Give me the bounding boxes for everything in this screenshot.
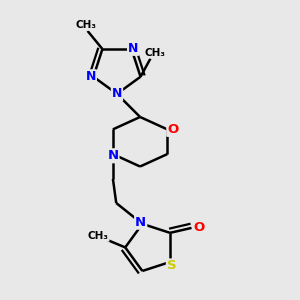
Text: S: S bbox=[167, 260, 176, 272]
Text: O: O bbox=[167, 123, 178, 136]
Text: CH₃: CH₃ bbox=[88, 231, 109, 241]
Text: CH₃: CH₃ bbox=[145, 48, 166, 58]
Text: O: O bbox=[193, 221, 204, 234]
Text: N: N bbox=[112, 87, 122, 101]
Text: N: N bbox=[85, 70, 96, 83]
Text: N: N bbox=[107, 149, 118, 162]
Text: N: N bbox=[128, 42, 138, 55]
Text: CH₃: CH₃ bbox=[75, 20, 96, 30]
Text: N: N bbox=[135, 216, 146, 229]
